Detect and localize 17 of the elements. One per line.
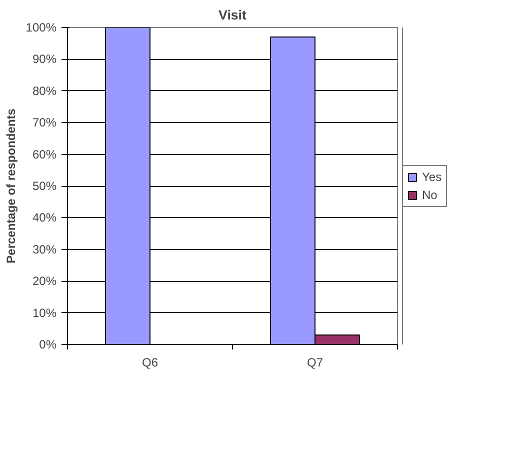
y-tick-label: 80%	[32, 84, 57, 98]
y-tick-label: 90%	[32, 52, 57, 66]
y-tick-label: 20%	[32, 274, 57, 288]
y-tick-label: 0%	[39, 338, 57, 352]
legend-label: No	[422, 188, 438, 202]
y-tick-label: 40%	[32, 210, 57, 225]
y-tick-label: 100%	[26, 20, 57, 34]
y-tick-label: 50%	[32, 179, 57, 193]
chart-title: Visit	[218, 8, 248, 22]
x-tick-label: Q7	[306, 356, 324, 370]
y-axis-title: Percentage of respondents	[4, 108, 18, 264]
y-tick-label: 60%	[32, 147, 57, 162]
y-tick-label: 10%	[32, 306, 57, 320]
legend-label: Yes	[422, 170, 442, 184]
y-tick-label: 70%	[32, 116, 57, 130]
y-tick-label: 30%	[32, 242, 57, 256]
x-tick-label: Q6	[142, 356, 158, 370]
